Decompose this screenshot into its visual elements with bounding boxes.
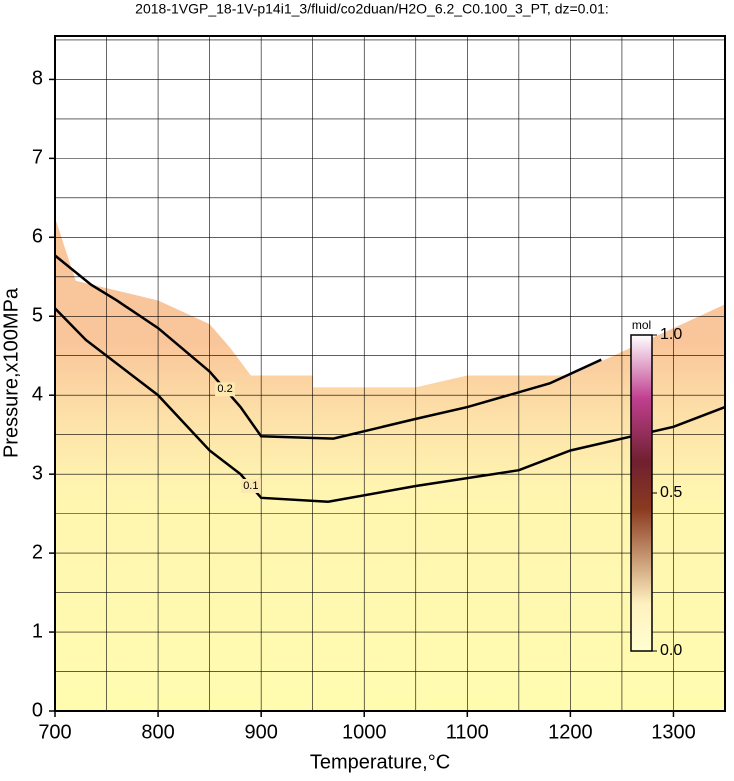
x-tick-label: 900 [244, 721, 277, 743]
data-domain [55, 217, 725, 711]
x-axis-label: Temperature,°C [310, 751, 450, 773]
y-tick-label: 0 [32, 699, 43, 721]
x-tick-label: 1000 [342, 721, 387, 743]
chart-title: 2018-1VGP_18-1V-p14i1_3/fluid/co2duan/H2… [135, 1, 609, 17]
colorbar-tick-label: 1.0 [660, 326, 682, 343]
colorbar-tick-label: 0.5 [660, 484, 682, 501]
contour-line [54, 254, 602, 440]
x-tick-label: 700 [38, 721, 71, 743]
x-tick-label: 1300 [651, 721, 696, 743]
y-tick-label: 4 [32, 383, 43, 405]
colorbar-tick-label: 0.0 [660, 642, 682, 659]
y-tick-label: 6 [32, 226, 43, 248]
contour-label-bg [215, 382, 236, 397]
y-axis-label: Pressure,x100MPa [0, 287, 22, 458]
x-tick-label: 800 [141, 721, 174, 743]
x-tick-label: 1200 [548, 721, 593, 743]
plot-frame [54, 35, 726, 712]
x-tick-label: 1100 [446, 721, 489, 743]
y-tick-label: 7 [32, 147, 43, 169]
contour-line [54, 307, 726, 504]
y-tick-label: 3 [32, 462, 43, 484]
y-tick-label: 5 [32, 305, 43, 327]
contour-label-bg [240, 479, 261, 493]
contour-label: 0.1 [243, 480, 258, 492]
contour-label: 0.2 [217, 383, 232, 395]
y-tick-label: 1 [32, 620, 43, 642]
colorbar [630, 334, 653, 652]
y-tick-label: 8 [32, 68, 43, 90]
y-tick-label: 2 [32, 541, 43, 563]
colorbar-label: mol [632, 318, 651, 332]
